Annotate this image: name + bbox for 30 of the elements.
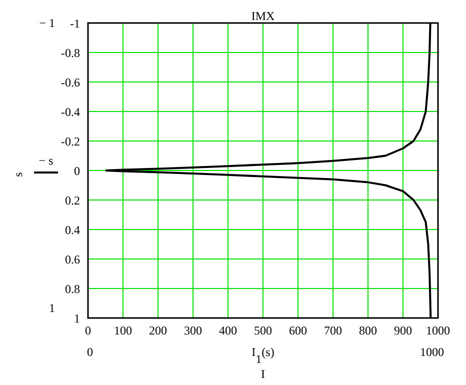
text: 0 [87, 345, 93, 359]
x-tick-label: 400 [219, 324, 237, 338]
chart-title: IMX [251, 9, 275, 23]
y-tick-label: -0.2 [61, 134, 80, 148]
y-tick-label: -0.4 [61, 104, 80, 119]
y-axis-title: s [11, 172, 25, 177]
y-tick-label: 1 [74, 311, 80, 326]
x-tick-label: 200 [149, 324, 167, 338]
x-tick-label: 600 [289, 324, 307, 338]
y-tick-label: -0.6 [61, 75, 80, 90]
text: 1 [49, 301, 55, 315]
y-tick-label: 0.8 [65, 282, 80, 296]
x-tick-label: 300 [184, 324, 202, 338]
y-tick-label: -1 [70, 16, 80, 30]
x-tick-label: 0 [85, 324, 91, 338]
y-tick-label: 0.6 [65, 252, 80, 266]
x-tick-label: 1000 [426, 324, 450, 338]
text: I [261, 367, 265, 381]
x-tick-label: 100 [114, 324, 132, 338]
x-tick-label: 900 [394, 324, 412, 338]
y-tick-label: -0.8 [61, 46, 80, 60]
x-tick-label: 800 [359, 324, 377, 338]
y-tick-label: 0 [74, 164, 80, 178]
x-tick-label: 700 [324, 324, 342, 338]
text: − 1 [39, 16, 55, 30]
text: 1000 [420, 345, 444, 359]
y-tick-label: 0.2 [65, 193, 80, 208]
x-tick-label: 500 [254, 324, 272, 338]
text: − s [38, 154, 54, 168]
y-tick-label: 0.4 [65, 222, 80, 237]
